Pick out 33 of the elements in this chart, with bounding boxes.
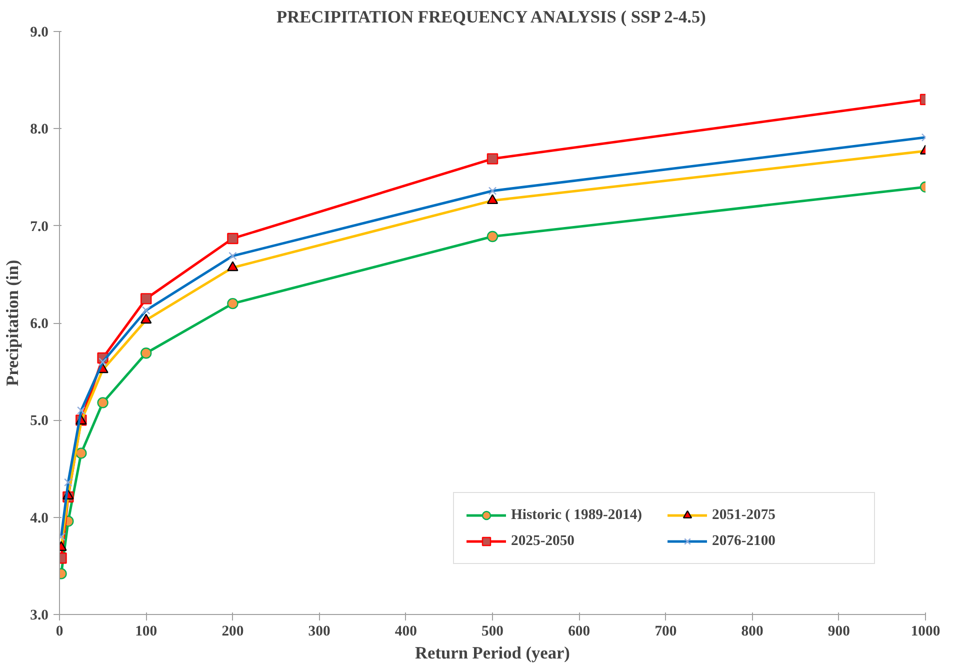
point xyxy=(227,232,238,244)
y-tick-label: 3.0 xyxy=(30,608,49,624)
x-tick-label: 800 xyxy=(741,624,764,640)
x-axis-title: Return Period (year) xyxy=(415,644,570,662)
chart-title: PRECIPITATION FREQUENCY ANALYSIS ( SSP 2-4.5) xyxy=(276,8,706,26)
y-tick-label: 8.0 xyxy=(30,122,49,138)
legend-label: 2051-2075 xyxy=(712,506,777,524)
y-tick-label: 6.0 xyxy=(30,316,49,332)
point xyxy=(76,448,87,459)
y-tick-label: 9.0 xyxy=(30,24,49,40)
x-tick-label: 0 xyxy=(56,624,64,640)
point xyxy=(486,230,498,242)
legend-label: 2025-2050 xyxy=(511,532,576,550)
point xyxy=(227,298,238,310)
y-tick-label: 5.0 xyxy=(30,413,49,430)
x-tick-label: 200 xyxy=(222,624,244,640)
legend-label: Historic ( 1989-2014) xyxy=(511,506,644,524)
x-tick-label: 600 xyxy=(568,624,590,640)
x-tick-label: 1000 xyxy=(910,624,940,640)
legend-label: 2076-2100 xyxy=(712,532,777,550)
x-tick-label: 500 xyxy=(482,624,504,640)
x-tick-label: 900 xyxy=(828,624,850,640)
x-tick-label: 700 xyxy=(654,624,677,640)
x-tick-label: 400 xyxy=(394,624,417,640)
point xyxy=(140,293,152,304)
point xyxy=(140,348,152,359)
x-tick-label: 100 xyxy=(135,624,158,640)
y-tick-label: 7.0 xyxy=(30,218,49,235)
x-tick-label: 300 xyxy=(308,624,330,640)
y-axis-title: Precipitation (in) xyxy=(3,260,22,386)
point xyxy=(97,397,108,408)
y-tick-label: 4.0 xyxy=(30,510,49,526)
point xyxy=(486,153,498,164)
